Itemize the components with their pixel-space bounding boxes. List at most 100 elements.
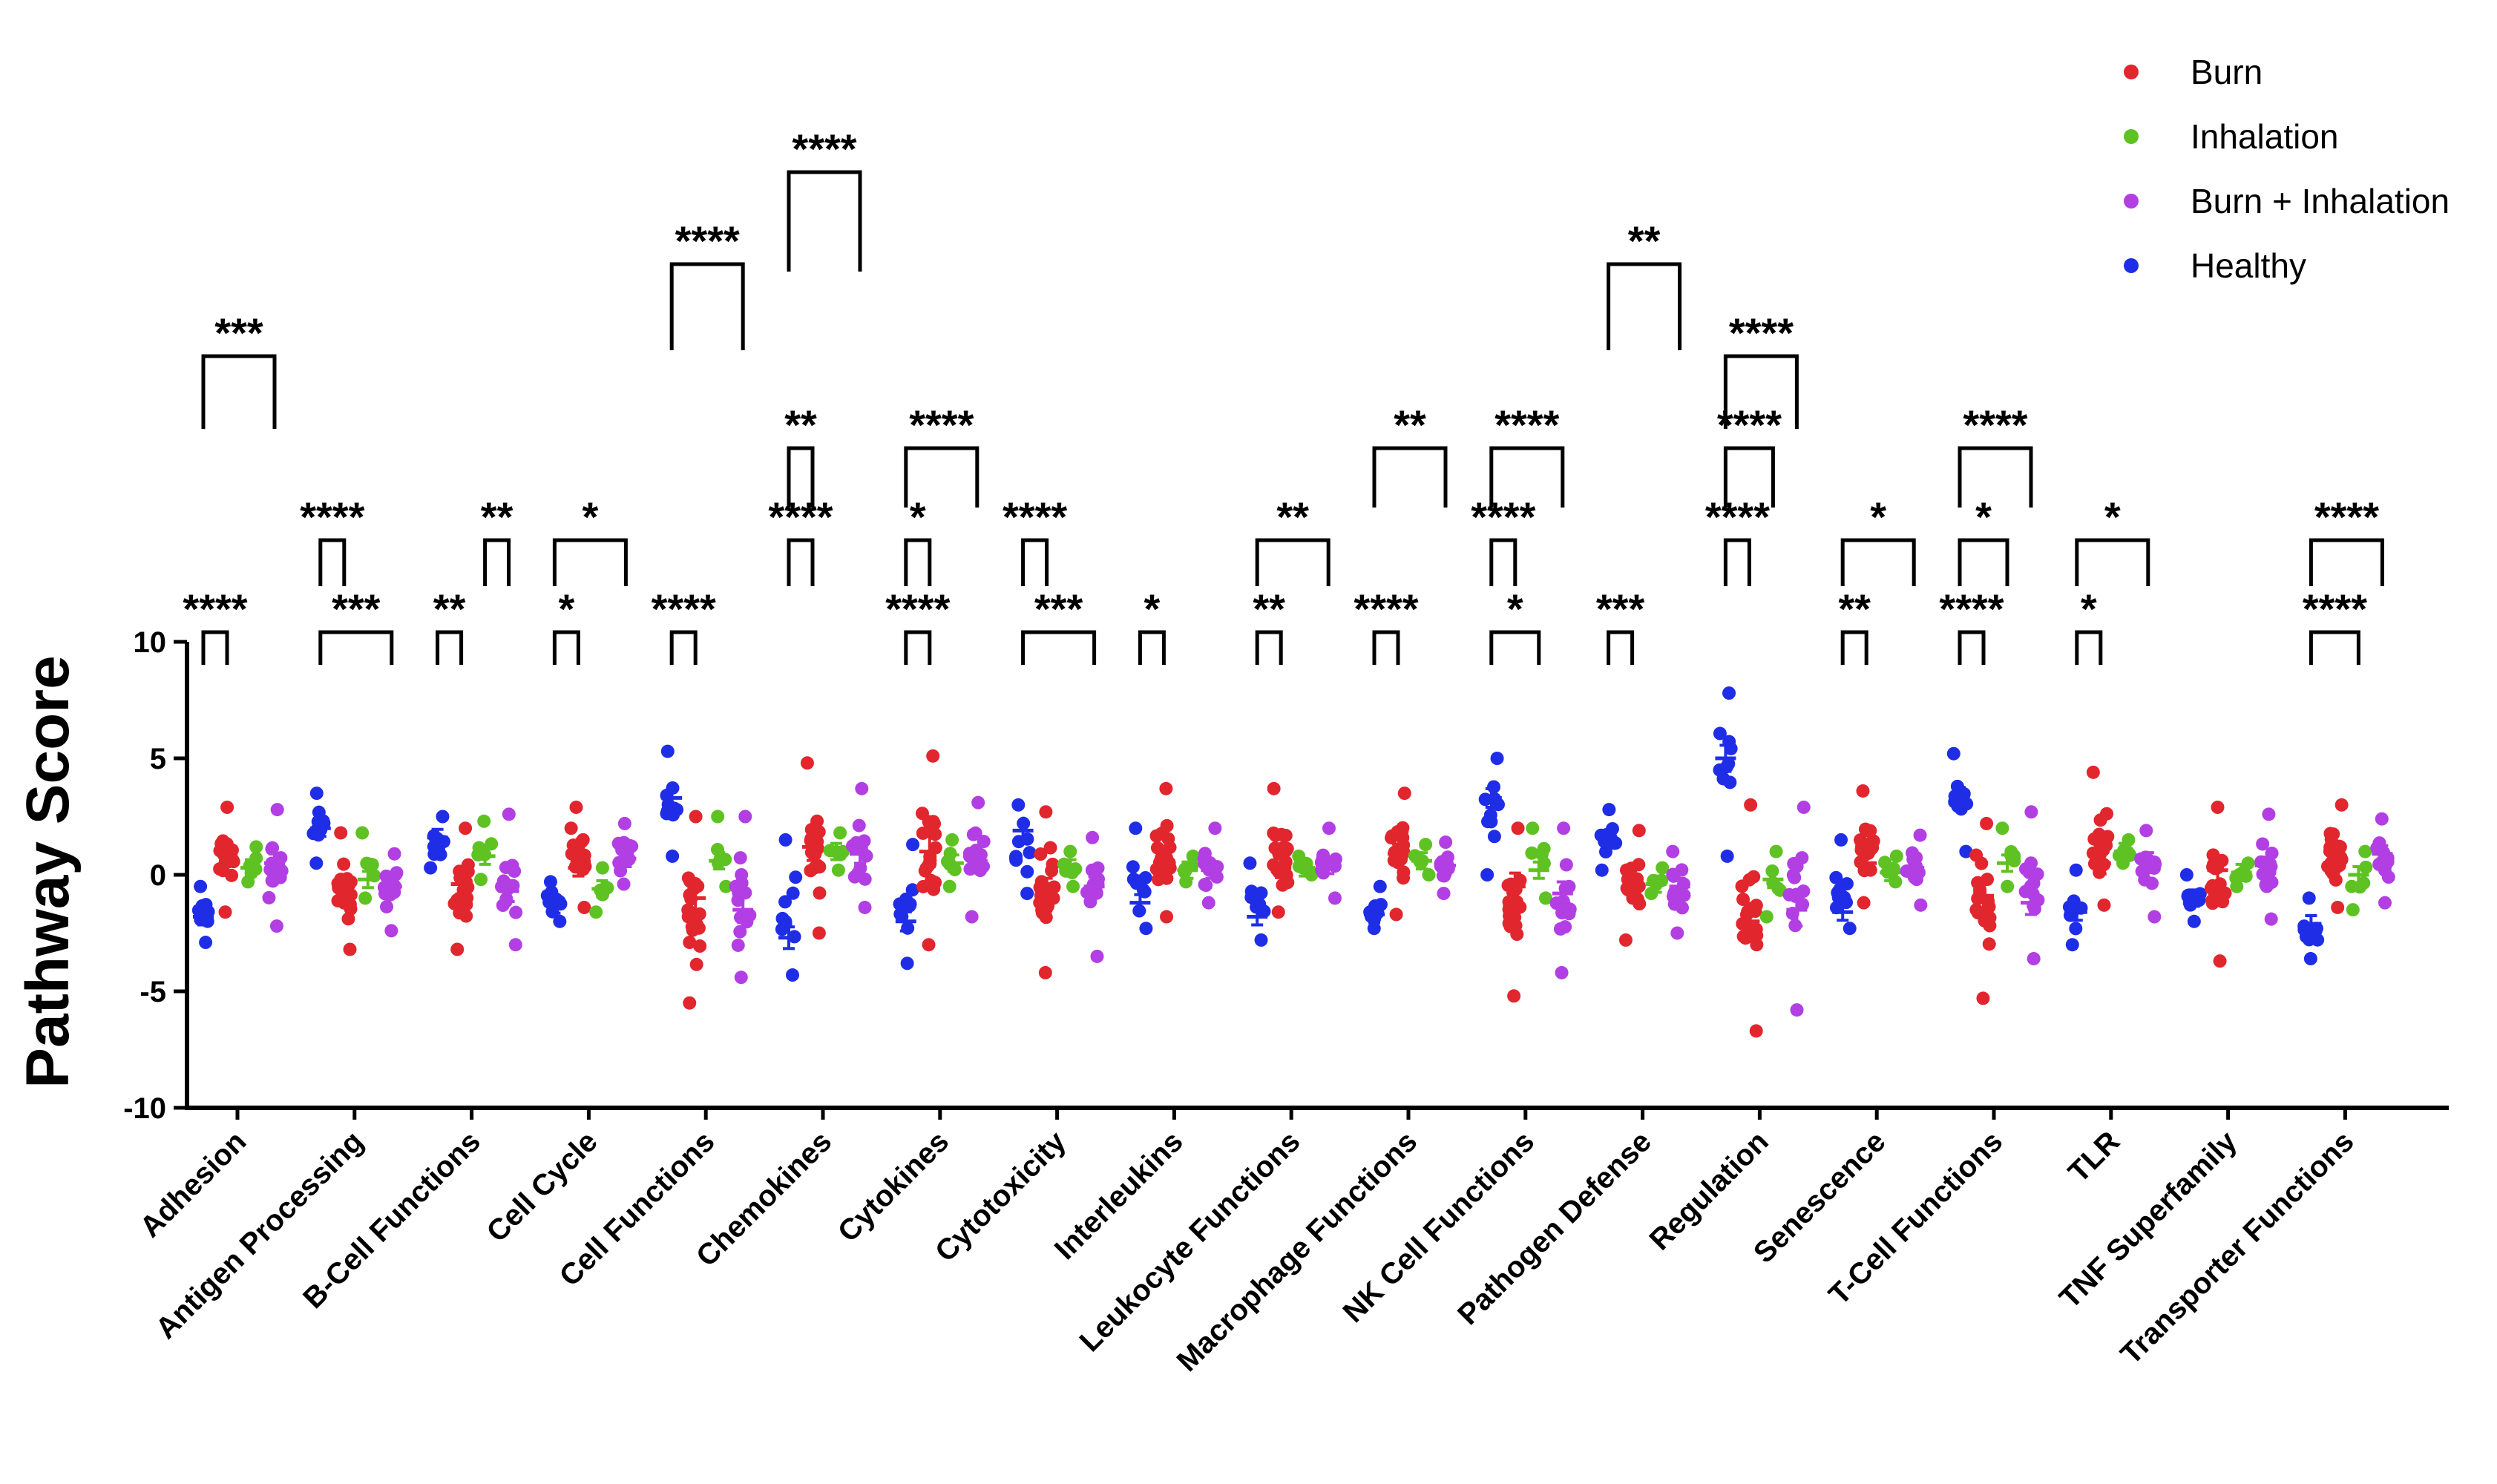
significance-bracket xyxy=(1138,630,1166,665)
data-point xyxy=(334,826,348,840)
data-point xyxy=(509,905,523,919)
legend-label: Inhalation xyxy=(2191,117,2339,156)
significance-label: **** xyxy=(909,401,974,448)
data-point xyxy=(1254,933,1268,947)
x-tick-label: Antigen Processing xyxy=(149,1125,370,1345)
data-point xyxy=(812,926,826,940)
data-point xyxy=(965,910,979,924)
data-point xyxy=(2256,837,2270,851)
data-point xyxy=(1507,989,1521,1003)
data-point xyxy=(1535,847,1549,861)
significance-label: **** xyxy=(300,493,364,540)
data-point xyxy=(1039,805,1053,819)
data-point xyxy=(387,847,401,861)
data-point xyxy=(2069,922,2083,936)
data-point xyxy=(1322,821,1336,835)
significance-label: **** xyxy=(675,217,740,264)
data-point xyxy=(309,787,324,801)
data-point xyxy=(1511,821,1525,835)
data-point xyxy=(2323,827,2337,841)
x-tick-label: Macrophage Functions xyxy=(1171,1125,1424,1378)
data-point xyxy=(852,818,866,833)
significance-label: ** xyxy=(784,401,817,448)
significance-bracket xyxy=(1021,538,1049,586)
data-point xyxy=(1090,949,1104,963)
data-point xyxy=(1790,1003,1804,1017)
data-point xyxy=(1091,861,1105,875)
significance-bracket xyxy=(1723,538,1751,586)
data-point xyxy=(905,883,919,897)
significance-label: * xyxy=(1870,493,1886,540)
data-point xyxy=(1913,828,1927,842)
significance-bracket xyxy=(669,262,745,350)
data-point xyxy=(1374,898,1388,912)
significance-bracket xyxy=(1723,354,1799,429)
data-point xyxy=(1043,841,1057,855)
significance-bracket xyxy=(201,354,277,429)
data-point xyxy=(1559,858,1573,872)
data-point xyxy=(2087,832,2101,846)
data-point xyxy=(1982,937,1996,951)
data-point xyxy=(589,905,603,919)
significance-label: ** xyxy=(1838,585,1871,632)
data-point xyxy=(1797,800,1811,814)
data-point xyxy=(1020,864,1034,879)
data-point xyxy=(719,879,733,893)
significance-bracket xyxy=(2075,630,2103,665)
significance-bracket xyxy=(1958,630,1986,665)
x-tick-label: NK Cell Functions xyxy=(1336,1125,1540,1329)
data-point xyxy=(617,816,631,830)
significance-label: * xyxy=(1975,493,1992,540)
data-point xyxy=(1745,925,1759,939)
significance-bracket xyxy=(2075,538,2150,586)
data-point xyxy=(926,815,940,829)
data-point xyxy=(1208,821,1222,835)
data-point xyxy=(218,905,232,919)
data-point xyxy=(1023,846,1037,860)
data-point xyxy=(660,744,675,758)
data-point xyxy=(378,887,392,901)
significance-bracket xyxy=(787,446,815,508)
data-point xyxy=(925,873,939,887)
data-point xyxy=(689,810,703,824)
data-point xyxy=(1831,890,1845,904)
data-point xyxy=(459,821,473,835)
data-point xyxy=(778,833,793,847)
y-tick-label: 10 xyxy=(134,626,167,659)
x-tick-label: Leukocyte Functions xyxy=(1074,1125,1307,1358)
data-point xyxy=(309,856,324,870)
data-point xyxy=(1480,868,1494,881)
data-point xyxy=(474,873,488,887)
data-point xyxy=(2001,879,2015,893)
data-point xyxy=(194,879,208,893)
data-point xyxy=(220,800,234,814)
data-point xyxy=(225,868,239,882)
data-point xyxy=(858,900,872,914)
significance-label: *** xyxy=(214,309,263,356)
data-point xyxy=(1139,922,1153,936)
significance-bracket xyxy=(1489,538,1517,586)
data-point xyxy=(945,833,959,847)
significance-bracket xyxy=(1021,630,1097,665)
data-point xyxy=(459,909,473,923)
data-point xyxy=(1397,787,1411,801)
data-point xyxy=(1279,829,1293,843)
data-point xyxy=(220,837,234,851)
significance-label: * xyxy=(1144,585,1161,632)
data-point xyxy=(833,826,847,840)
data-point xyxy=(2179,868,2194,881)
y-tick-label: 0 xyxy=(150,859,166,892)
data-point xyxy=(433,847,447,861)
data-point xyxy=(1034,847,1048,861)
data-point xyxy=(249,851,263,865)
data-point xyxy=(499,861,513,875)
significance-label: **** xyxy=(1471,493,1535,540)
data-point xyxy=(355,826,370,840)
significance-label: ** xyxy=(1394,401,1426,448)
data-point xyxy=(1487,780,1501,794)
significance-bracket xyxy=(1489,630,1541,665)
data-point xyxy=(1086,830,1100,844)
data-point xyxy=(266,874,280,888)
data-point xyxy=(577,900,591,914)
significance-label: *** xyxy=(332,585,381,632)
